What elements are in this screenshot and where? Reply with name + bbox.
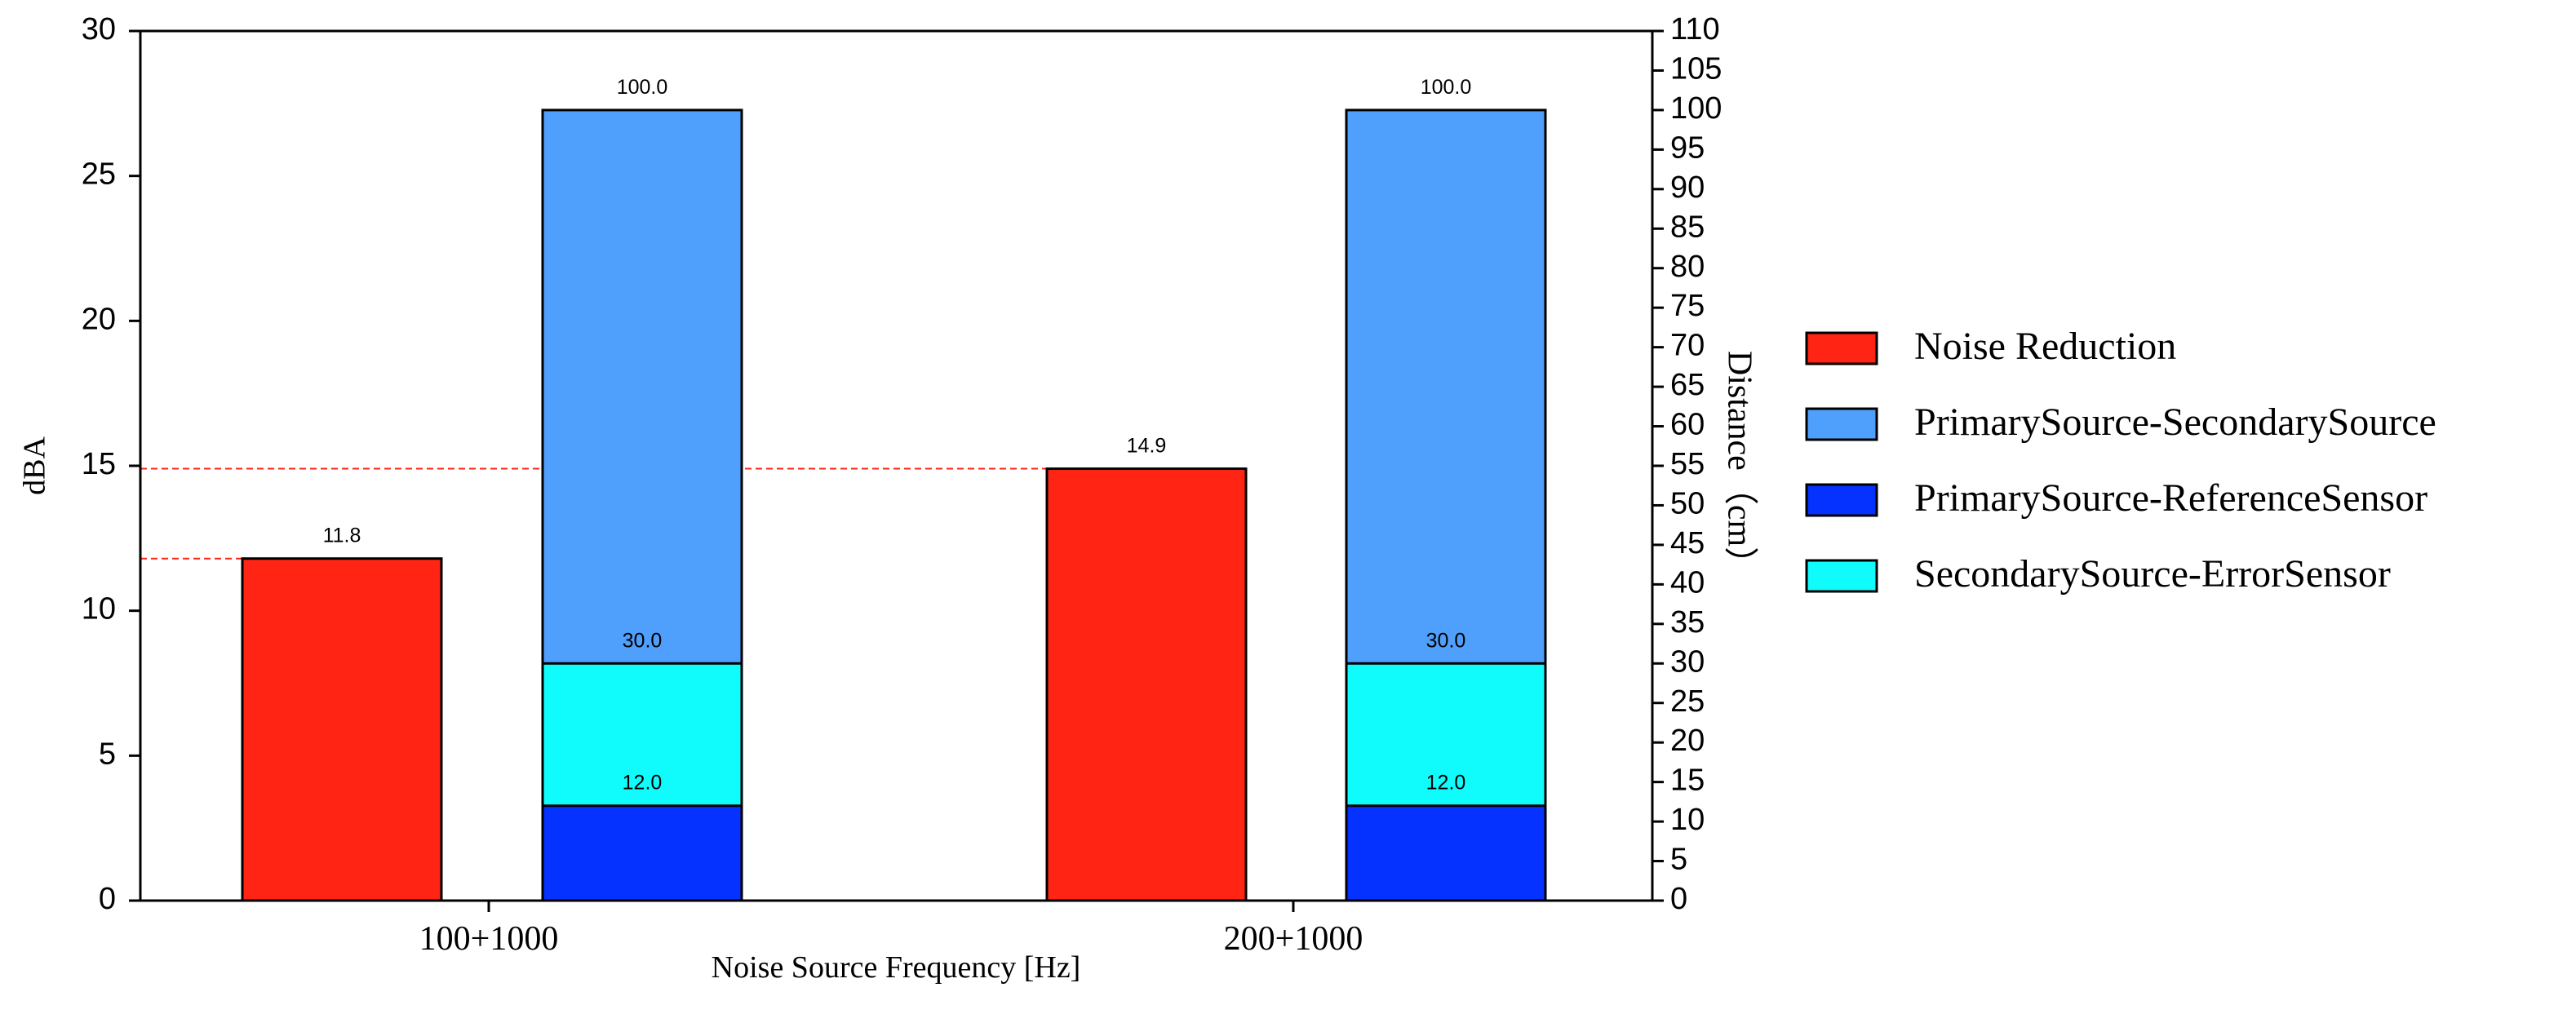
y-right-tick-label: 65 bbox=[1670, 368, 1705, 402]
data-label: 11.8 bbox=[323, 525, 361, 547]
y-right-tick-label: 0 bbox=[1670, 882, 1687, 916]
y-right-tick-label: 30 bbox=[1670, 644, 1705, 679]
y-right-tick-label: 80 bbox=[1670, 250, 1705, 284]
y-right-tick-label: 5 bbox=[1670, 843, 1687, 877]
legend-swatch bbox=[1805, 331, 1878, 365]
y-right-tick-label: 60 bbox=[1670, 408, 1705, 442]
y-tick-label: 0 bbox=[99, 882, 116, 916]
y-axis-label: dBA bbox=[18, 436, 52, 495]
y-right-tick-label: 110 bbox=[1670, 12, 1720, 46]
y-tick-label: 10 bbox=[82, 592, 116, 627]
data-label: 12.0 bbox=[623, 772, 663, 795]
data-label: 14.9 bbox=[1127, 435, 1167, 458]
y-tick-label: 20 bbox=[82, 302, 116, 336]
y-right-tick-label: 15 bbox=[1670, 764, 1705, 798]
x-axis-label: Noise Source Frequency [Hz] bbox=[712, 950, 1081, 985]
y-right-tick-label: 40 bbox=[1670, 565, 1705, 600]
reference-lines bbox=[140, 467, 1047, 560]
y-right-tick-label: 75 bbox=[1670, 289, 1705, 323]
legend-label: PrimarySource-SecondarySource bbox=[1914, 401, 2436, 444]
left-ticks: 0 5 10 15 20 25 30 bbox=[82, 12, 140, 916]
legend-swatch bbox=[1805, 483, 1878, 517]
bar-noise-reduction bbox=[241, 557, 443, 902]
bar-noise-reduction bbox=[1045, 467, 1248, 902]
bar-primary-reference bbox=[1345, 804, 1547, 902]
data-label: 100.0 bbox=[1421, 76, 1472, 99]
y-right-tick-label: 90 bbox=[1670, 170, 1705, 205]
y-tick-label: 30 bbox=[82, 12, 116, 46]
data-label: 30.0 bbox=[1426, 629, 1466, 652]
y-right-tick-label: 100 bbox=[1670, 91, 1722, 126]
legend-label: PrimarySource-ReferenceSensor bbox=[1914, 476, 2427, 520]
bar-primary-reference bbox=[541, 804, 743, 902]
y-axis-right-label: Distance（cm） bbox=[1720, 351, 1758, 581]
y-right-tick-label: 10 bbox=[1670, 803, 1705, 837]
data-label: 100.0 bbox=[617, 76, 668, 99]
y-right-tick-label: 95 bbox=[1670, 131, 1705, 165]
right-ticks: 0 5 10 15 20 25 30 35 40 45 50 55 60 65 70 75 80 85 90 95 10… bbox=[1652, 12, 1722, 916]
data-label: 12.0 bbox=[1426, 772, 1466, 795]
legend-label: Noise Reduction bbox=[1914, 325, 2176, 368]
legend: Noise Reduction PrimarySource-SecondarySo… bbox=[1805, 325, 2436, 596]
bars bbox=[241, 108, 1547, 902]
y-tick-label: 5 bbox=[99, 737, 116, 771]
y-right-tick-label: 45 bbox=[1670, 526, 1705, 560]
x-ticks: 100+1000 200+1000 bbox=[419, 901, 1363, 958]
y-right-tick-label: 50 bbox=[1670, 486, 1705, 520]
category-label: 200+1000 bbox=[1224, 920, 1363, 958]
y-right-tick-label: 55 bbox=[1670, 447, 1705, 481]
y-right-tick-label: 35 bbox=[1670, 605, 1705, 640]
legend-swatch bbox=[1805, 407, 1878, 441]
bar-labels: 11.8 100.0 30.0 12.0 14.9 100.0 30.0 12.0 bbox=[323, 76, 1472, 795]
y-right-tick-label: 25 bbox=[1670, 684, 1705, 719]
y-right-tick-label: 20 bbox=[1670, 724, 1705, 758]
y-right-tick-label: 105 bbox=[1670, 51, 1722, 86]
y-tick-label: 15 bbox=[82, 447, 116, 481]
category-label: 100+1000 bbox=[419, 920, 559, 958]
y-tick-label: 25 bbox=[82, 157, 116, 192]
y-right-tick-label: 85 bbox=[1670, 210, 1705, 244]
data-label: 30.0 bbox=[623, 629, 663, 652]
legend-label: SecondarySource-ErrorSensor bbox=[1914, 552, 2391, 596]
legend-swatch bbox=[1805, 559, 1878, 593]
y-right-tick-label: 70 bbox=[1670, 329, 1705, 363]
